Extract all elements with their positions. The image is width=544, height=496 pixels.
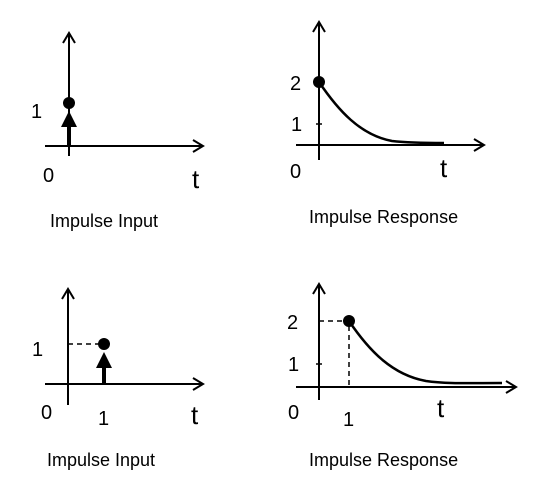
impulse-arrowhead	[61, 111, 77, 127]
axis-label-t: t	[192, 164, 200, 194]
axis-label-t: t	[191, 400, 199, 430]
x-tick-label: 1	[98, 408, 109, 430]
axis-label-t: t	[437, 393, 445, 423]
caption: Impulse Input	[47, 450, 155, 470]
x-tick-label: 1	[343, 409, 354, 431]
y-tick-label: 1	[31, 101, 42, 123]
panel-impulse-input-top: 1 0 t Impulse Input	[31, 31, 205, 231]
response-curve	[317, 81, 445, 145]
response-start-point	[313, 76, 325, 88]
y-tick-label-1: 1	[288, 354, 299, 376]
impulse-arrowhead	[96, 352, 112, 368]
origin-label: 0	[288, 402, 299, 424]
caption: Impulse Response	[309, 450, 458, 470]
panel-impulse-response-bottom: 2 1 0 1 t Impulse Response	[287, 282, 518, 470]
caption: Impulse Response	[309, 207, 458, 227]
impulse-point	[63, 97, 75, 109]
origin-label: 0	[290, 161, 301, 183]
y-tick-label: 1	[32, 339, 43, 361]
origin-label: 0	[43, 165, 54, 187]
panel-impulse-response-top: 2 1 0 t Impulse Response	[290, 20, 486, 227]
y-tick-label-2: 2	[290, 73, 301, 95]
response-start-point	[343, 315, 355, 327]
origin-label: 0	[41, 402, 52, 424]
y-tick-label-2: 2	[287, 312, 298, 334]
impulse-point	[98, 338, 110, 350]
response-curve	[347, 320, 503, 385]
panel-impulse-input-bottom: 1 0 1 t Impulse Input	[32, 287, 205, 470]
axis-label-t: t	[440, 153, 448, 183]
caption: Impulse Input	[50, 211, 158, 231]
y-tick-label-1: 1	[291, 114, 302, 136]
